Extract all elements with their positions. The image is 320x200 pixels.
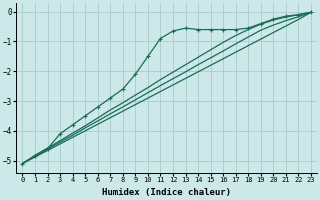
X-axis label: Humidex (Indice chaleur): Humidex (Indice chaleur) — [102, 188, 231, 197]
